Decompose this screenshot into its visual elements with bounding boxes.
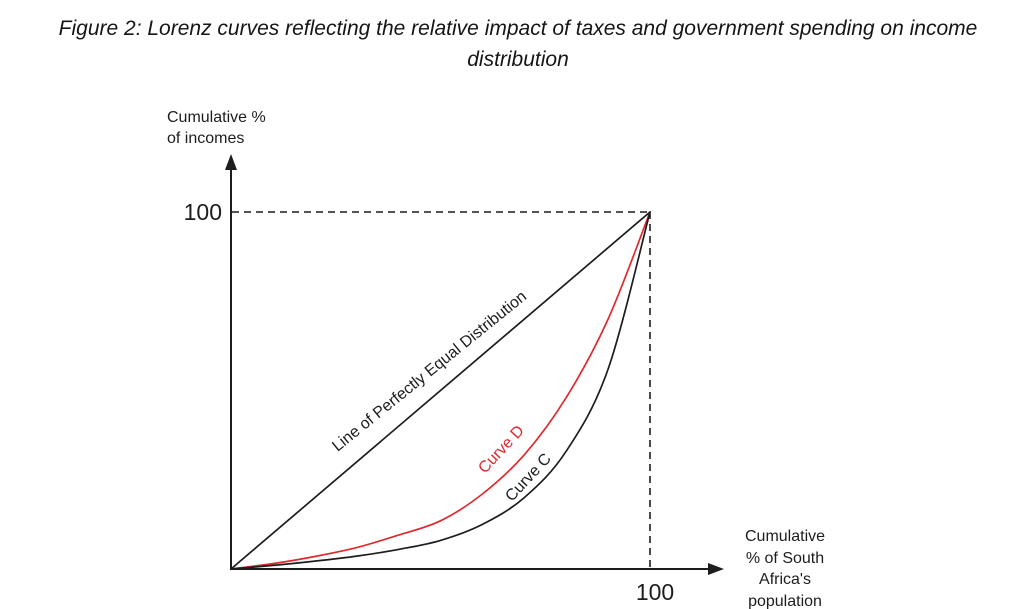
series-line-of-perfectly-equal-distribution — [230, 211, 651, 570]
series-lines — [230, 211, 651, 570]
series-curve-c — [230, 211, 651, 570]
y-axis-title: Cumulative % of incomes — [167, 109, 266, 147]
figure-title-text: Figure 2: Lorenz curves reflecting the r… — [58, 17, 978, 71]
series-curve-d — [230, 211, 651, 570]
x-axis-tick-100: 100 — [635, 579, 675, 605]
x-axis-title: Cumulative % of South Africa's populatio… — [744, 528, 826, 609]
y-axis-arrow-icon — [225, 154, 237, 170]
x-axis-arrow-icon — [708, 563, 724, 575]
figure-title: Figure 2: Lorenz curves reflecting the r… — [0, 13, 1036, 75]
y-axis-tick-100: 100 — [183, 199, 222, 225]
guide-lines — [232, 211, 651, 569]
axes — [225, 154, 724, 575]
